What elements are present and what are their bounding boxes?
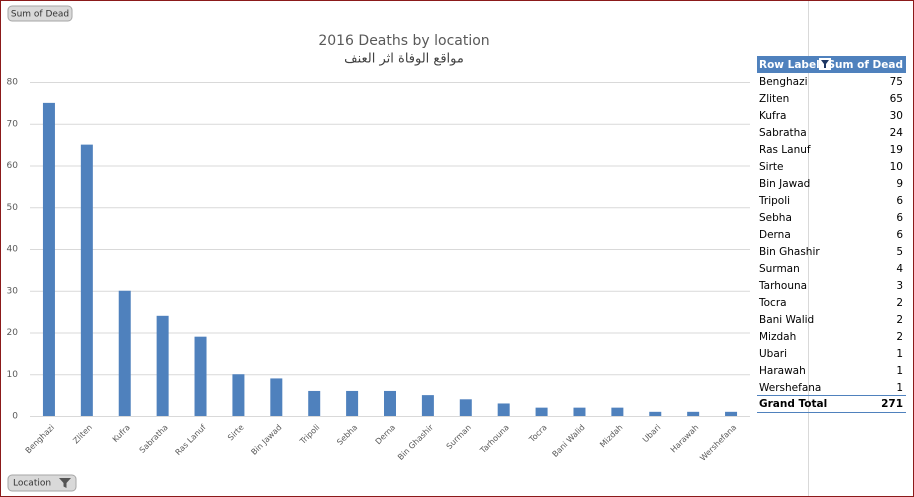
row-label: Kufra <box>759 110 786 122</box>
y-tick-label: 10 <box>7 370 19 380</box>
row-label: Tarhouna <box>758 280 807 292</box>
row-value: 65 <box>890 93 903 105</box>
row-value: 5 <box>896 246 903 258</box>
row-value: 2 <box>896 314 903 326</box>
chart-subtitle: مواقع الوفاة اثر العنف <box>344 52 464 67</box>
y-tick-label: 50 <box>7 203 19 213</box>
bar <box>421 395 434 416</box>
row-label: Surman <box>759 263 800 275</box>
row-label: Harawah <box>759 365 806 377</box>
row-label: Mizdah <box>759 331 796 343</box>
bar <box>346 390 359 416</box>
row-value: 9 <box>896 178 903 190</box>
row-value: 75 <box>890 76 903 88</box>
bar <box>232 374 245 416</box>
y-tick-label: 30 <box>7 286 19 296</box>
row-label: Bani Walid <box>759 314 814 326</box>
row-label: Sabratha <box>759 127 807 139</box>
row-value: 1 <box>896 348 903 360</box>
y-tick-label: 0 <box>12 412 18 422</box>
row-value: 3 <box>896 280 903 292</box>
row-label: Ras Lanuf <box>759 144 811 156</box>
row-label: Bin Ghashir <box>759 246 820 258</box>
y-tick-label: 70 <box>7 119 19 129</box>
row-label: Tocra <box>758 297 787 309</box>
bar <box>384 390 396 416</box>
bar <box>156 315 169 416</box>
row-value: 6 <box>896 195 903 207</box>
bar <box>535 407 548 416</box>
row-value: 10 <box>890 161 903 173</box>
field-button-label: Location <box>13 479 51 489</box>
row-label: Sebha <box>759 212 792 224</box>
row-value: 6 <box>896 212 903 224</box>
table-header-label: Sum of Dead <box>827 59 903 71</box>
total-value: 271 <box>881 398 903 410</box>
row-value: 2 <box>896 297 903 309</box>
bar <box>42 102 55 416</box>
row-value: 24 <box>890 127 904 139</box>
bar <box>118 290 131 416</box>
y-tick-label: 60 <box>7 161 19 171</box>
bar <box>308 390 321 416</box>
row-label: Derna <box>759 229 791 241</box>
row-value: 30 <box>890 110 903 122</box>
row-value: 6 <box>896 229 903 241</box>
row-value: 4 <box>896 263 903 275</box>
row-label: Zliten <box>759 93 789 105</box>
chart-title: 2016 Deaths by location <box>318 33 489 49</box>
y-tick-label: 40 <box>7 245 19 255</box>
row-label: Bin Jawad <box>759 178 810 190</box>
row-label: Ubari <box>759 348 787 360</box>
row-value: 2 <box>896 331 903 343</box>
row-label: Sirte <box>759 161 783 173</box>
bar <box>611 407 624 416</box>
bar <box>687 411 700 416</box>
bar <box>573 407 586 416</box>
bar <box>725 411 738 416</box>
y-tick-label: 20 <box>7 328 19 338</box>
table-header-label: Row Labels <box>759 59 826 71</box>
field-button[interactable] <box>7 474 77 492</box>
bar <box>497 403 510 416</box>
bar <box>649 411 662 416</box>
row-label: Benghazi <box>759 76 808 88</box>
bar <box>80 144 93 416</box>
row-label: Wershefana <box>759 382 821 394</box>
total-label: Grand Total <box>759 398 827 410</box>
field-button-label: Sum of Dead <box>11 10 69 20</box>
row-value: 19 <box>890 144 903 156</box>
bar <box>270 378 283 416</box>
filter-icon <box>59 478 71 488</box>
field-button[interactable] <box>7 5 73 22</box>
bar <box>459 399 472 416</box>
y-tick-label: 80 <box>7 78 19 88</box>
bar <box>194 336 207 416</box>
row-value: 1 <box>896 382 903 394</box>
row-value: 1 <box>896 365 903 377</box>
filter-icon <box>821 60 829 68</box>
row-label: Tripoli <box>758 195 790 207</box>
table-header <box>757 56 906 73</box>
